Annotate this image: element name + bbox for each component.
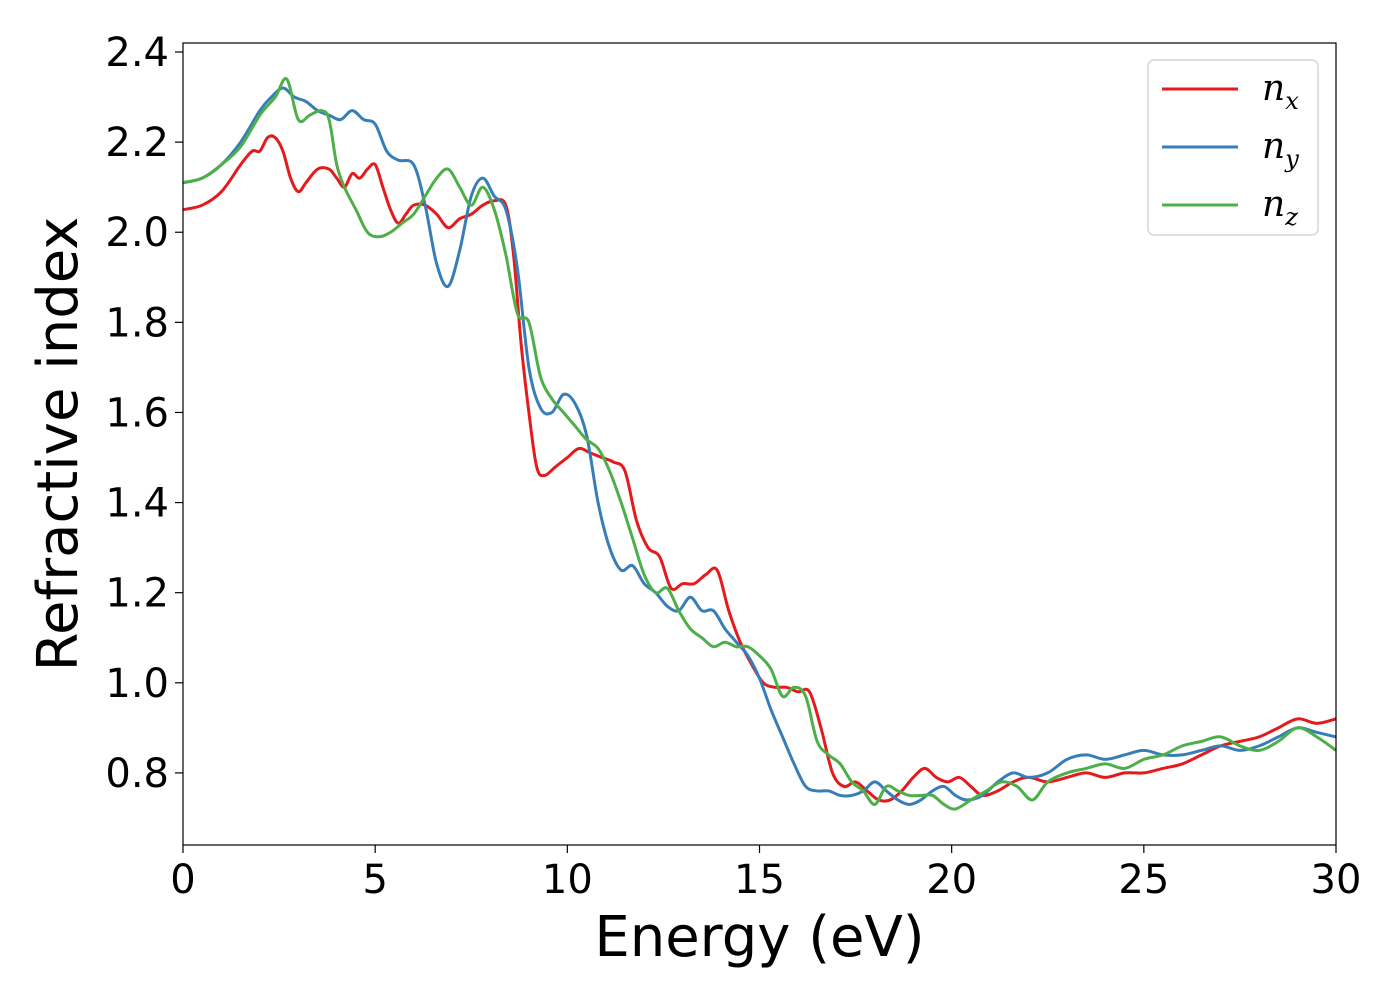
y-tick-label: 2.0: [105, 210, 169, 256]
x-tick-label: 5: [362, 857, 387, 903]
x-tick-label: 25: [1118, 857, 1169, 903]
x-tick-label: 30: [1311, 857, 1362, 903]
y-tick-label: 1.8: [105, 300, 169, 346]
legend-label: ny: [1262, 126, 1299, 173]
x-axis: 0 5 10 15 20 25 30: [170, 845, 1361, 903]
y-tick-label: 1.0: [105, 661, 169, 707]
series-layer: [183, 76, 1336, 811]
series-line-nz: [183, 76, 1336, 811]
legend-label: nx: [1262, 68, 1299, 115]
plot-area: [183, 43, 1336, 845]
legend: nx ny nz: [1147, 59, 1319, 236]
series-line-ny: [183, 86, 1336, 806]
y-tick-label: 1.2: [105, 571, 169, 617]
x-tick-label: 20: [926, 857, 977, 903]
y-tick-label: 2.2: [105, 120, 169, 166]
x-tick-label: 15: [734, 857, 785, 903]
y-axis: 0.8 1.0 1.2 1.4 1.6 1.8 2.0 2.2 2.4: [105, 30, 183, 797]
x-tick-label: 0: [170, 857, 195, 903]
y-tick-label: 0.8: [105, 751, 169, 797]
x-axis-title: Energy (eV): [594, 905, 924, 970]
y-tick-label: 1.6: [105, 390, 169, 436]
y-axis-title: Refractive index: [26, 217, 91, 672]
x-tick-label: 10: [542, 857, 593, 903]
legend-label: nz: [1262, 184, 1298, 231]
y-tick-label: 2.4: [105, 30, 169, 76]
y-tick-label: 1.4: [105, 481, 169, 527]
